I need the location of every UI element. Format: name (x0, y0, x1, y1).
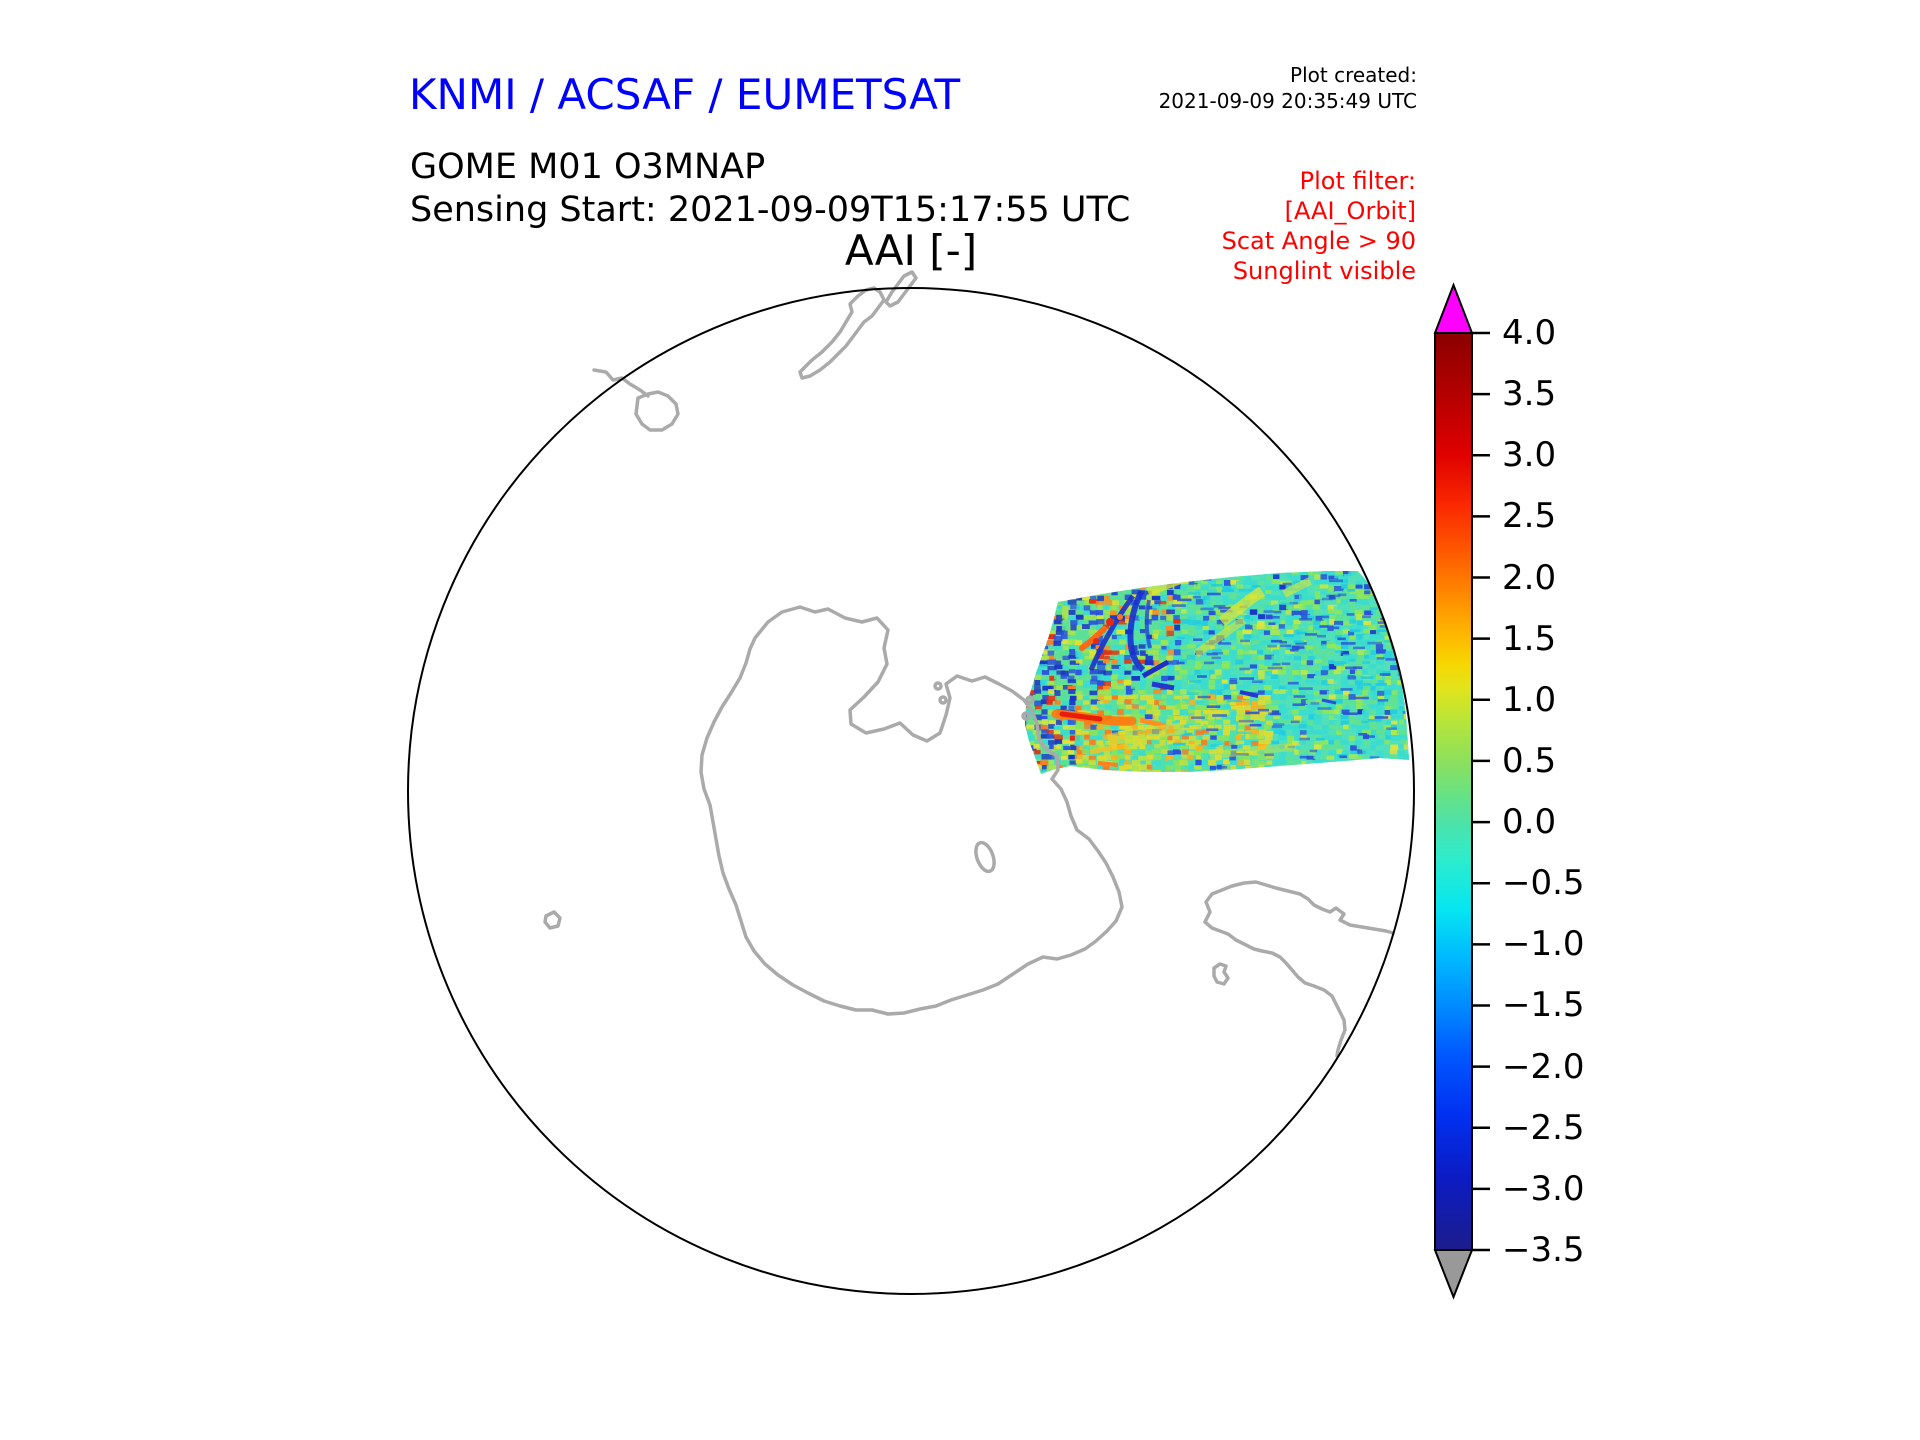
product-title: GOME M01 O3MNAP (410, 147, 766, 187)
colorbar-tick-label: −3.0 (1502, 1168, 1585, 1209)
swath-blue-filament (1144, 599, 1152, 649)
swath-orange-dash (1139, 717, 1167, 729)
swath-orange-dash (1089, 743, 1129, 755)
colorbar-tick-label: 1.0 (1502, 679, 1557, 720)
organization-title: KNMI / ACSAF / EUMETSAT (409, 70, 961, 119)
peninsula-island (933, 681, 943, 691)
colorbar-ticks (1472, 331, 1490, 1252)
colorbar-tick-label: −2.0 (1502, 1046, 1585, 1087)
plot-created-block: Plot created: 2021-09-09 20:35:49 UTC (1100, 62, 1417, 114)
plot-filter-line: Scat Angle > 90 (1221, 227, 1416, 255)
australia-coastline (592, 368, 650, 398)
plot-created-value: 2021-09-09 20:35:49 UTC (1158, 89, 1417, 113)
colorbar-tick-label: 0.5 (1502, 740, 1557, 781)
colorbar-tick-label: 3.5 (1502, 374, 1557, 415)
swath-yellow-filament (1106, 722, 1185, 746)
colorbar-tick-label: −2.5 (1502, 1107, 1585, 1148)
south-america-north-coastline (1203, 880, 1395, 935)
colorbar-tick-label: 2.5 (1502, 496, 1557, 537)
sensing-start-text: Sensing Start: 2021-09-09T15:17:55 UTC (410, 190, 1131, 230)
plot-filter-line: Sunglint visible (1232, 257, 1416, 285)
ross-island-coastline (974, 840, 996, 874)
plot-filter-block: Plot filter: [AAI_Orbit] Scat Angle > 90… (1100, 166, 1416, 286)
colorbar-tick-label: 0.0 (1502, 802, 1557, 843)
colorbar-tick-label: −3.5 (1502, 1230, 1585, 1270)
swath-blue-filament (1127, 590, 1146, 673)
swath-orange-dash (1097, 761, 1119, 767)
swath-orange-spot (1079, 626, 1107, 651)
map-title: AAI [-] (844, 226, 978, 275)
swath-yellow-filament (1209, 743, 1297, 760)
swath-red-plume (1059, 711, 1103, 722)
new-zealand-coastline (798, 286, 886, 380)
colorbar-tick-label: 1.5 (1502, 618, 1557, 659)
tasmania-coastline (634, 390, 680, 432)
map-disc (408, 288, 1414, 1294)
coastlines (543, 270, 1395, 1058)
peninsula-island (1021, 711, 1031, 721)
swath-yellow-filament (1218, 586, 1266, 627)
colorbar-under-arrow (1433, 1249, 1474, 1300)
swath-blue-dash (1239, 690, 1259, 698)
swath-blue-dash (1321, 698, 1337, 705)
swath-blue-dash (1141, 659, 1170, 679)
swath-blue-filament (1088, 594, 1136, 671)
plot-filter-line: Plot filter: (1299, 167, 1416, 195)
colorbar-over-arrow (1433, 282, 1474, 334)
swath-red-spot (1093, 638, 1099, 644)
new-zealand-north-coastline (884, 270, 918, 308)
colorbar-tick-label: 3.0 (1502, 435, 1557, 476)
swath-yellow-filament (1282, 577, 1312, 598)
subantarctic-island-coastline (543, 910, 562, 930)
map-boundary-circle (407, 287, 1415, 1295)
antarctica-coastline (699, 605, 1124, 1016)
swath-yellow-filament (1193, 616, 1247, 658)
colorbar-bar (1434, 332, 1473, 1251)
colorbar-tick-label: −1.0 (1502, 924, 1585, 965)
colorbar-tick-label: −1.5 (1502, 985, 1585, 1026)
peninsula-island (1025, 695, 1035, 705)
swath-blue-dash (1151, 681, 1175, 691)
peninsula-island (938, 695, 948, 705)
colorbar-tick-label: −0.5 (1502, 863, 1585, 904)
falkland-islands-coastline (1212, 962, 1230, 986)
colorbar-tick-label: 4.0 (1502, 313, 1557, 353)
swath-red-spot (1106, 618, 1114, 626)
plot-created-label: Plot created: (1290, 63, 1417, 87)
plot-filter-line: [AAI_Orbit] (1284, 197, 1416, 225)
south-america-west-coastline (1203, 920, 1347, 1058)
colorbar-tick-label: 2.0 (1502, 557, 1557, 598)
swath-orange-spot (1117, 614, 1123, 620)
